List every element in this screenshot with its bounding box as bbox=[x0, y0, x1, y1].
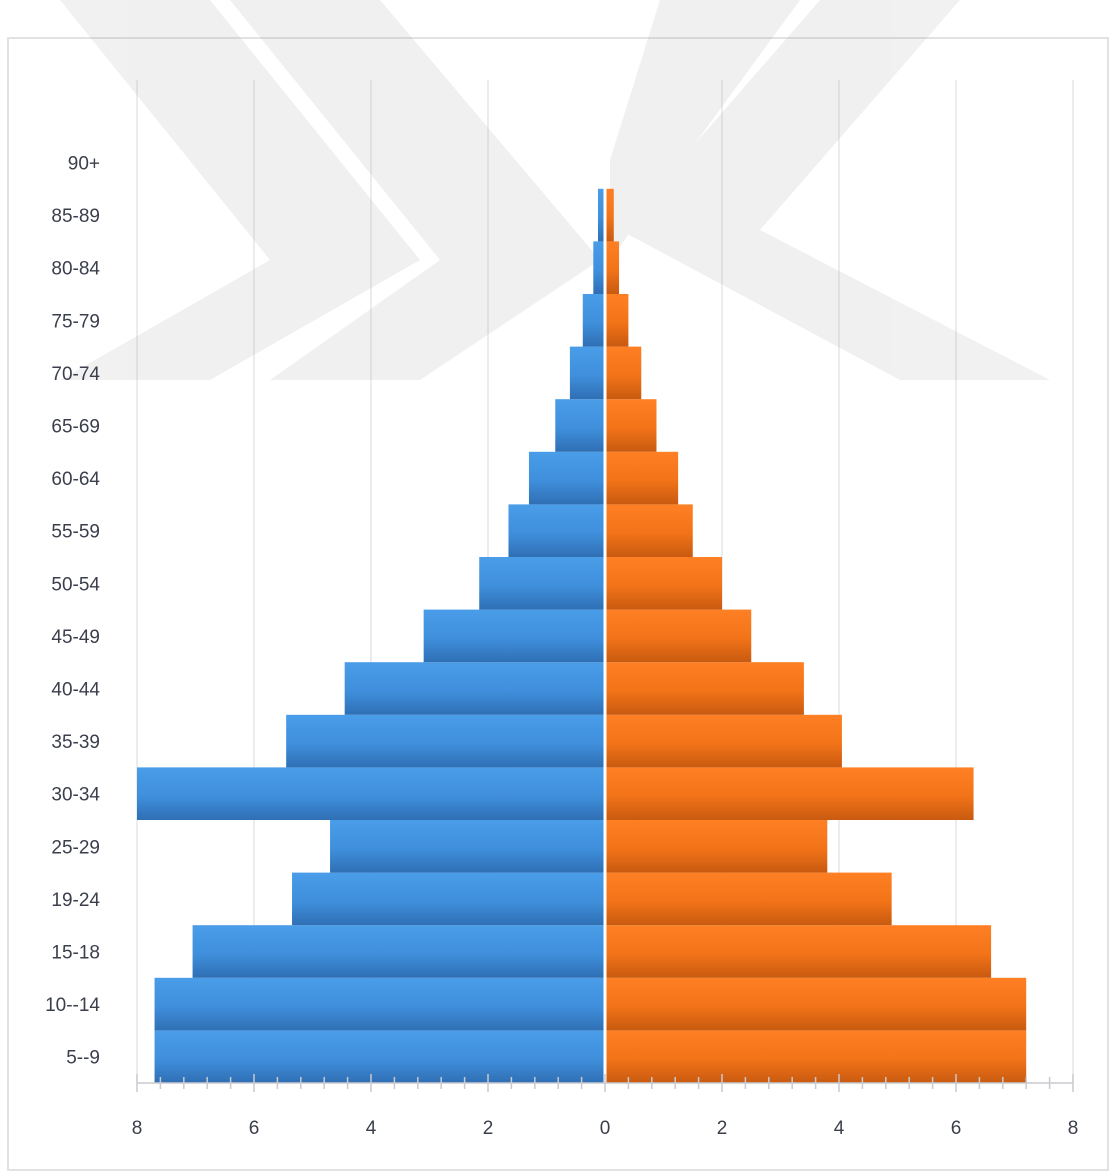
x-tick-label: 2 bbox=[717, 1118, 728, 1139]
x-tick-label: 4 bbox=[834, 1118, 845, 1139]
right-bar-10--14 bbox=[606, 977, 1027, 1031]
y-tick-label: 70-74 bbox=[51, 364, 100, 385]
y-tick-label: 60-64 bbox=[51, 469, 100, 490]
plot-frame bbox=[7, 37, 1109, 1171]
left-bar-45-49 bbox=[423, 609, 604, 663]
y-tick-label: 55-59 bbox=[51, 522, 100, 543]
right-bar-50-54 bbox=[606, 557, 722, 610]
left-bar-40-44 bbox=[344, 662, 604, 715]
x-tick-label: 0 bbox=[600, 1118, 611, 1139]
left-bar-25-29 bbox=[330, 820, 604, 873]
x-tick-label: 8 bbox=[132, 1118, 143, 1139]
left-bar-35-39 bbox=[286, 714, 604, 768]
left-bar-65-69 bbox=[555, 399, 604, 452]
y-tick-label: 50-54 bbox=[51, 574, 100, 595]
right-bar-35-39 bbox=[606, 714, 842, 768]
watermark-shape bbox=[230, 0, 600, 380]
left-bar-30-34 bbox=[137, 767, 604, 820]
right-bar-75-79 bbox=[606, 294, 629, 347]
left-bar-70-74 bbox=[569, 346, 604, 400]
x-tick-label: 8 bbox=[1068, 1118, 1079, 1139]
y-tick-label: 15-18 bbox=[51, 943, 100, 964]
right-bar-30-34 bbox=[606, 767, 974, 820]
right-bar-80-84 bbox=[606, 241, 620, 294]
right-bar-40-44 bbox=[606, 662, 804, 715]
right-bar-25-29 bbox=[606, 820, 828, 873]
x-axis bbox=[136, 1074, 1074, 1092]
y-tick-label: 10--14 bbox=[45, 995, 100, 1016]
x-tick-label: 2 bbox=[483, 1118, 494, 1139]
right-bar-55-59 bbox=[606, 504, 693, 557]
left-bar-15-18 bbox=[192, 925, 604, 978]
y-tick-label: 85-89 bbox=[51, 206, 100, 227]
right-bar-65-69 bbox=[606, 399, 657, 452]
left-bar-5--9 bbox=[154, 1030, 604, 1083]
x-axis-labels: 8 6 4 2 0 2 4 6 8 bbox=[132, 1118, 1079, 1139]
right-bar-70-74 bbox=[606, 346, 642, 400]
watermark-shape bbox=[620, 0, 1050, 380]
y-tick-label: 40-44 bbox=[51, 680, 100, 701]
left-bar-10--14 bbox=[154, 977, 604, 1031]
left-bar-19-24 bbox=[292, 872, 604, 926]
right-bar-15-18 bbox=[606, 925, 992, 978]
right-bar-19-24 bbox=[606, 872, 892, 926]
left-bar-50-54 bbox=[479, 557, 604, 610]
left-bar-75-79 bbox=[582, 294, 604, 347]
y-tick-label: 5--9 bbox=[66, 1048, 100, 1069]
y-axis-labels: 5--9 10--14 15-18 19-24 25-29 30-34 35-39 40-44… bbox=[45, 154, 100, 1069]
right-bar-5--9 bbox=[606, 1030, 1027, 1083]
x-tick-label: 6 bbox=[951, 1118, 962, 1139]
right-bar-60-64 bbox=[606, 451, 679, 505]
y-tick-label: 75-79 bbox=[51, 311, 100, 332]
y-tick-label: 80-84 bbox=[51, 259, 100, 280]
bars bbox=[137, 80, 1027, 1083]
left-bar-55-59 bbox=[508, 504, 604, 557]
left-bar-60-64 bbox=[528, 451, 604, 505]
x-tick-label: 4 bbox=[366, 1118, 377, 1139]
watermark-shape bbox=[610, 0, 800, 260]
y-tick-label: 30-34 bbox=[51, 785, 100, 806]
right-bar-85-89 bbox=[606, 188, 614, 242]
watermark-shape bbox=[60, 0, 420, 380]
y-tick-label: 19-24 bbox=[51, 890, 100, 911]
y-tick-label: 35-39 bbox=[51, 732, 100, 753]
left-bar-80-84 bbox=[593, 241, 604, 294]
right-bar-45-49 bbox=[606, 609, 752, 663]
y-tick-label: 65-69 bbox=[51, 417, 100, 438]
left-bar-85-89 bbox=[597, 188, 604, 242]
y-tick-label: 25-29 bbox=[51, 837, 100, 858]
x-tick-label: 6 bbox=[249, 1118, 260, 1139]
y-tick-label: 45-49 bbox=[51, 627, 100, 648]
watermark bbox=[60, 0, 1050, 380]
y-tick-label: 90+ bbox=[68, 154, 100, 175]
